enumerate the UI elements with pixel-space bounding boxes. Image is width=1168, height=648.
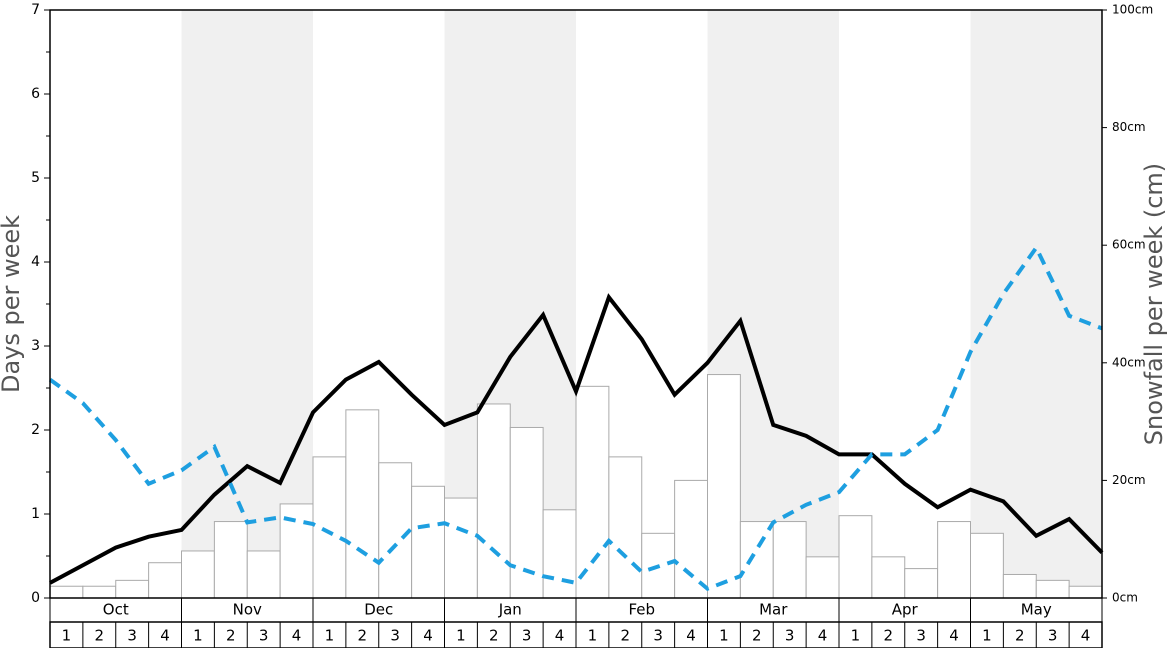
bar (378, 462, 413, 599)
y-tick-label: 5 (31, 170, 40, 186)
y2-axis-title: Snowfall per week (cm) (1140, 163, 1168, 445)
x-tick-label: 1 (719, 627, 729, 645)
bar (937, 521, 971, 599)
x-tick-label: 3 (522, 627, 532, 645)
y-axis-title: Days per week (0, 215, 25, 393)
bar (707, 374, 741, 599)
bar (476, 403, 511, 599)
bar (1068, 585, 1103, 599)
bar (542, 509, 577, 599)
x-tick-label: 1 (851, 627, 861, 645)
y2-tick-label: 100cm (1112, 3, 1153, 17)
y2-tick-label: 80cm (1112, 120, 1146, 134)
x-tick-label: 3 (127, 627, 137, 645)
line (48, 243, 1103, 592)
month-label: Nov (233, 601, 262, 619)
bar (608, 456, 643, 599)
y-tick-label: 3 (31, 338, 40, 354)
x-tick-label: 2 (489, 627, 499, 645)
bar (213, 521, 248, 599)
x-tick-label: 4 (292, 627, 302, 645)
x-tick-label: 1 (62, 627, 72, 645)
x-tick-label: 4 (818, 627, 828, 645)
x-tick-label: 4 (160, 627, 170, 645)
x-tick-label: 3 (1048, 627, 1058, 645)
bar (246, 550, 281, 599)
x-tick-label: 4 (686, 627, 696, 645)
month-label: Oct (103, 601, 129, 619)
bar (739, 521, 774, 599)
x-tick-label: 4 (949, 627, 959, 645)
bar (674, 479, 708, 599)
bar (312, 456, 347, 599)
x-tick-label: 3 (785, 627, 795, 645)
bar (970, 532, 1004, 599)
bar (1002, 573, 1037, 599)
y-tick-label: 7 (31, 2, 40, 18)
x-tick-label: 3 (390, 627, 400, 645)
bar (181, 550, 215, 599)
month-label: Apr (892, 601, 919, 619)
x-tick-label: 1 (588, 627, 598, 645)
x-tick-label: 3 (653, 627, 663, 645)
x-tick-label: 3 (916, 627, 926, 645)
x-tick-label: 4 (555, 627, 565, 645)
x-tick-label: 2 (1015, 627, 1025, 645)
bar (805, 556, 840, 599)
bar (345, 409, 380, 599)
x-tick-label: 4 (1081, 627, 1091, 645)
month-label: Feb (628, 601, 655, 619)
x-tick-label: 2 (621, 627, 631, 645)
x-tick-label: 3 (259, 627, 269, 645)
y-tick-label: 4 (31, 254, 40, 270)
y-tick-label: 0 (31, 590, 40, 606)
x-tick-label: 2 (226, 627, 236, 645)
y-tick-label: 6 (31, 86, 40, 102)
x-tick-label: 4 (423, 627, 433, 645)
month-band (181, 10, 313, 598)
bar (772, 521, 807, 599)
y2-tick-label: 60cm (1112, 238, 1146, 252)
line (49, 293, 1104, 585)
bar (871, 556, 906, 599)
x-tick-label: 1 (325, 627, 335, 645)
bar (411, 485, 445, 599)
bar (1035, 579, 1070, 599)
bar (444, 497, 478, 599)
month-label: Jan (498, 601, 522, 619)
y-tick-label: 1 (31, 506, 40, 522)
month-label: Mar (759, 601, 788, 619)
bar (49, 585, 84, 599)
x-tick-label: 1 (193, 627, 203, 645)
x-tick-label: 2 (95, 627, 105, 645)
month-label: May (1021, 601, 1052, 619)
y2-tick-label: 40cm (1112, 355, 1146, 369)
y-tick-label: 2 (31, 422, 40, 438)
y2-tick-label: 20cm (1112, 473, 1146, 487)
bar (82, 585, 117, 599)
x-tick-label: 1 (982, 627, 992, 645)
bar (838, 515, 873, 599)
bar (115, 579, 150, 599)
x-tick-label: 1 (456, 627, 466, 645)
bar (575, 385, 610, 599)
x-tick-label: 2 (358, 627, 368, 645)
x-tick-label: 2 (884, 627, 894, 645)
bar (904, 568, 939, 599)
month-label: Dec (364, 601, 393, 619)
x-tick-label: 2 (752, 627, 762, 645)
month-band (970, 10, 1102, 598)
bar (148, 562, 182, 599)
y2-tick-label: 0cm (1112, 591, 1138, 605)
